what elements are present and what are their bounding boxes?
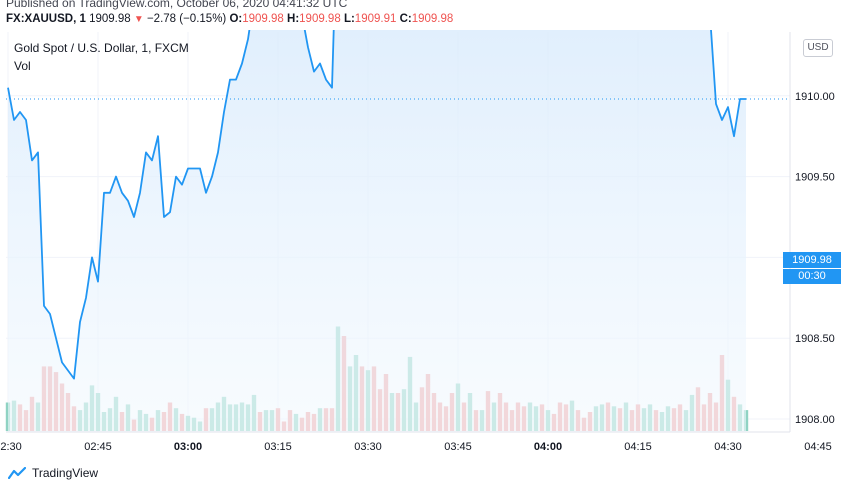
legend-title: Gold Spot / U.S. Dollar, 1, FXCM <box>14 41 189 55</box>
axes: 1908.001908.501909.001909.501910.0002:30… <box>0 32 835 453</box>
x-tick-label: 04:00 <box>534 441 562 453</box>
low-value: 1909.91 <box>354 13 397 25</box>
last-value: 1909.98 <box>89 13 131 25</box>
symbol-label: FX:XAUUSD, 1 <box>6 13 86 25</box>
y-tick-label: 1909.50 <box>795 172 835 184</box>
open-value: 1909.98 <box>242 13 284 25</box>
x-tick-label: 04:45 <box>804 441 832 453</box>
x-tick-label: 03:45 <box>444 441 472 453</box>
low-label: L: <box>343 13 355 25</box>
y-tick-label: 1908.00 <box>795 414 835 426</box>
open-label: O: <box>229 13 243 25</box>
y-tick-label: 1908.50 <box>795 333 835 345</box>
x-tick-label: 03:00 <box>174 441 202 453</box>
x-tick-label: 02:45 <box>84 441 112 453</box>
x-tick-label: 02:30 <box>0 441 22 453</box>
published-caption: Published on TradingView.com, October 06… <box>6 0 348 10</box>
price-area <box>6 30 790 432</box>
down-arrow-icon: ▼ <box>133 14 144 25</box>
legend-vol: Vol <box>14 59 31 73</box>
y-tick-label: 1910.00 <box>795 91 835 103</box>
x-tick-label: 04:15 <box>624 441 652 453</box>
x-tick-label: 03:15 <box>264 441 292 453</box>
footer-brand[interactable]: TradingView <box>8 466 98 480</box>
x-tick-label: 04:30 <box>714 441 742 453</box>
price-line <box>7 30 746 380</box>
close-label: C: <box>399 13 412 25</box>
price-area-fill <box>8 30 746 432</box>
close-value: 1909.98 <box>411 13 454 25</box>
brand-label: TradingView <box>32 466 99 480</box>
high-value: 1909.98 <box>299 13 341 25</box>
change-value: −2.78 (−0.15%) <box>146 13 227 25</box>
price-chart[interactable]: 1908.001908.501909.001909.501910.0002:30… <box>0 30 852 460</box>
high-label: H: <box>287 13 300 25</box>
quote-line: FX:XAUUSD, 1 1909.98 ▼ −2.78 (−0.15%) O:… <box>6 13 453 25</box>
chart-legend: Gold Spot / U.S. Dollar, 1, FXCM Vol <box>14 41 189 73</box>
bar-countdown: 00:30 <box>783 269 841 284</box>
last-price-label: 1909.98 <box>783 252 841 268</box>
currency-button[interactable]: USD <box>803 39 833 57</box>
tradingview-logo-icon <box>8 467 26 479</box>
x-tick-label: 03:30 <box>354 441 382 453</box>
